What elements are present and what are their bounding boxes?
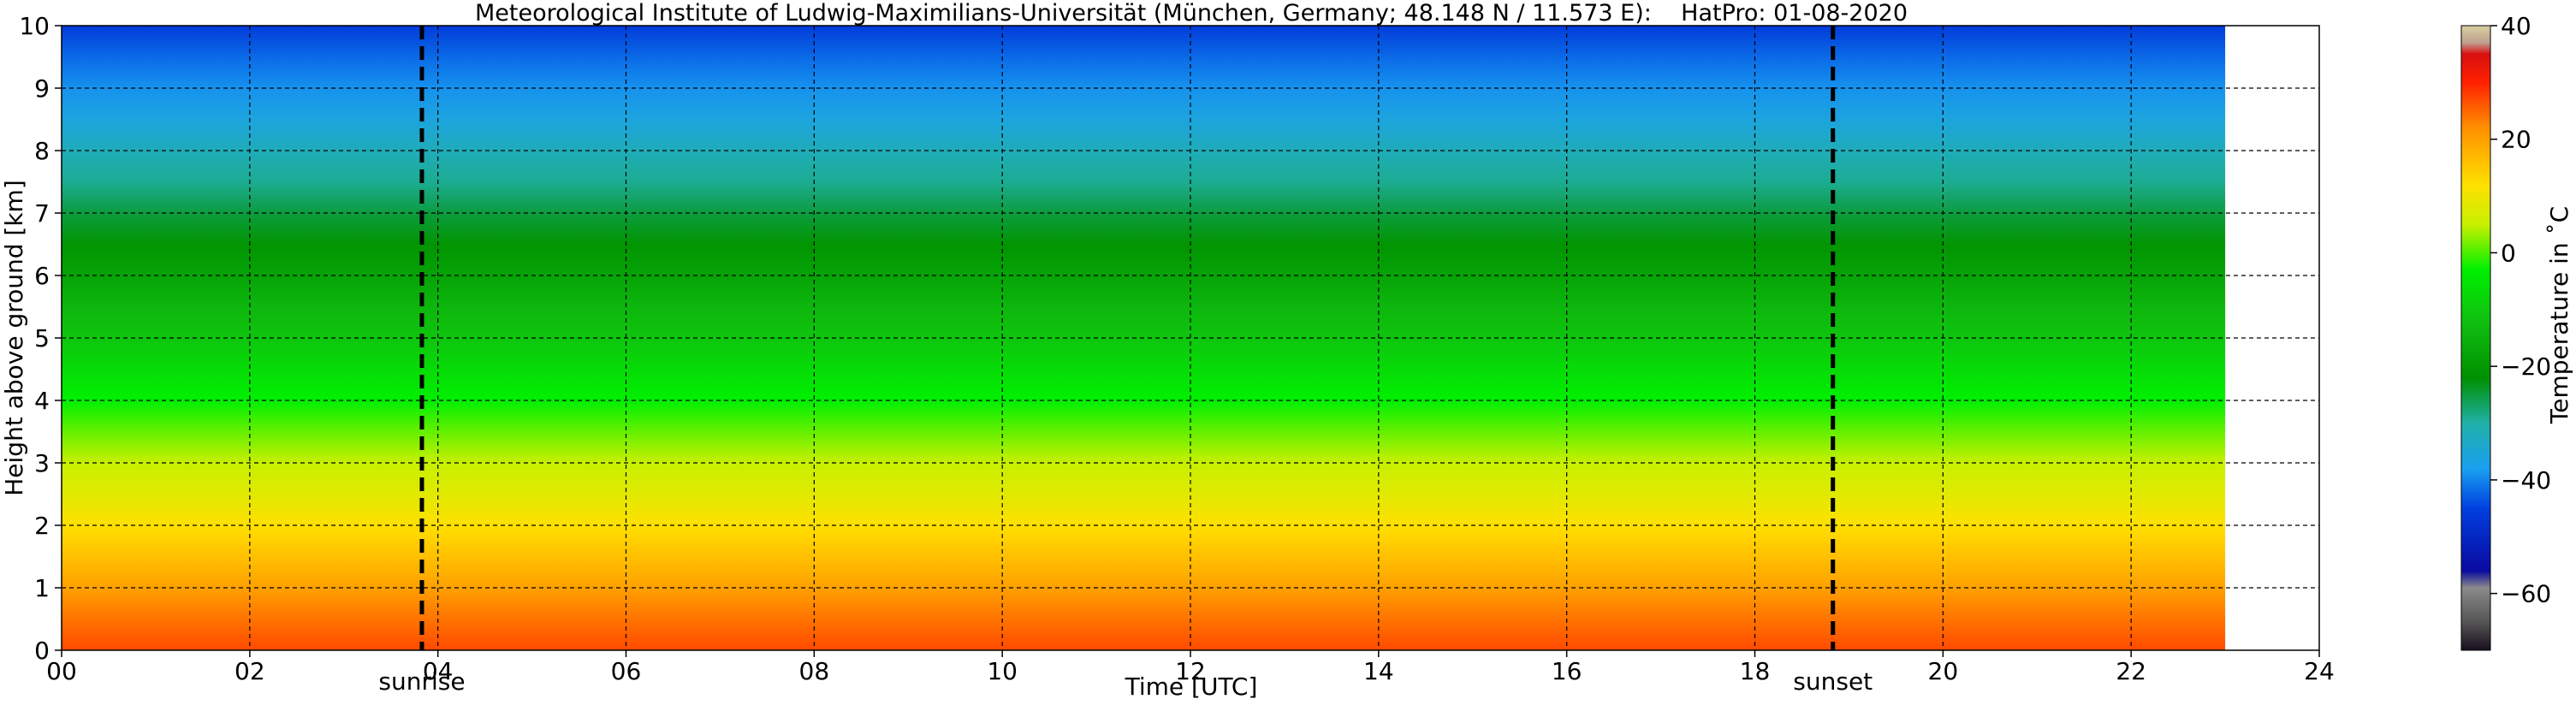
y-tick-label: 8 — [34, 137, 50, 165]
sunset-label: sunset — [1793, 667, 1873, 696]
x-tick-label: 18 — [1740, 657, 1771, 685]
y-tick-label: 6 — [34, 262, 50, 290]
x-tick-label: 10 — [987, 657, 1018, 685]
x-tick-label: 12 — [1175, 657, 1206, 685]
y-tick-label: 4 — [34, 387, 50, 415]
y-tick-label: 5 — [34, 324, 50, 352]
x-ticks: 00 02 04 06 08 10 12 14 16 18 20 22 24 — [46, 650, 2335, 685]
colorbar-tick-label: −20 — [2501, 352, 2551, 381]
x-tick-label: 16 — [1552, 657, 1582, 685]
colorbar-tick-label: 40 — [2501, 12, 2531, 40]
sunrise-label: sunrise — [378, 667, 465, 696]
y-tick-label: 3 — [34, 449, 50, 477]
y-axis-label: Height above ground [km] — [0, 180, 28, 496]
colorbar-ticks: 40 20 0 −20 −40 −60 — [2490, 12, 2551, 608]
colorbar-tick-label: −60 — [2501, 580, 2551, 608]
colorbar-tick-label: −40 — [2501, 466, 2551, 495]
colorbar-label: Temperature in ˚C — [2545, 206, 2573, 424]
grid — [62, 26, 2319, 650]
chart-title: Meteorological Institute of Ludwig-Maxim… — [475, 0, 1908, 27]
x-tick-label: 22 — [2116, 657, 2146, 685]
y-tick-label: 7 — [34, 199, 50, 228]
y-tick-label: 9 — [34, 74, 50, 103]
colorbar-tick-label: 0 — [2501, 239, 2516, 267]
x-tick-label: 20 — [1928, 657, 1959, 685]
y-tick-label: 10 — [19, 12, 50, 40]
y-tick-label: 1 — [34, 574, 50, 602]
x-tick-label: 02 — [234, 657, 265, 685]
y-tick-label: 2 — [34, 512, 50, 540]
x-tick-label: 24 — [2304, 657, 2335, 685]
y-ticks: 0 1 2 3 4 5 6 7 8 9 10 — [19, 12, 62, 665]
x-tick-label: 14 — [1363, 657, 1394, 685]
y-tick-label: 0 — [34, 637, 50, 665]
sun-markers: sunrise sunset — [378, 26, 1873, 696]
colorbar — [2460, 25, 2491, 651]
x-tick-label: 04 — [423, 657, 454, 685]
x-tick-label: 06 — [611, 657, 642, 685]
x-tick-label: 00 — [46, 657, 77, 685]
x-axis-label: Time [UTC] — [1125, 672, 1258, 701]
x-tick-label: 08 — [799, 657, 830, 685]
colorbar-tick-label: 20 — [2501, 126, 2531, 154]
